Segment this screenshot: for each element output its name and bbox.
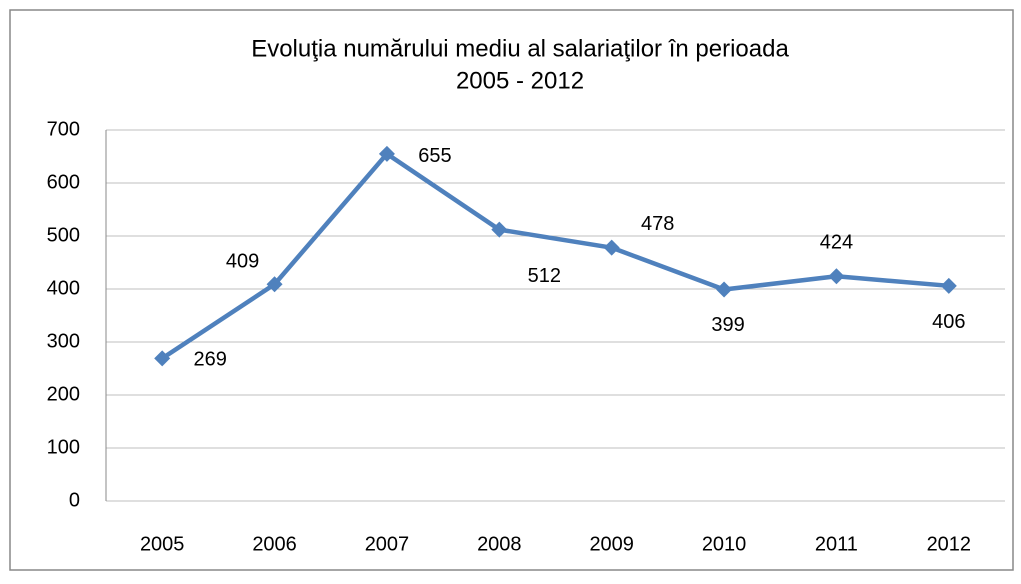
marker	[940, 277, 957, 294]
data-label: 409	[226, 251, 259, 273]
marker	[266, 276, 283, 293]
x-tick-label: 2010	[702, 533, 747, 555]
data-label: 424	[820, 232, 853, 254]
chart-border	[9, 9, 1014, 571]
data-label: 269	[194, 349, 227, 371]
line	[160, 151, 950, 361]
chart-title: 2005 - 2012	[456, 67, 584, 94]
y-tick-label: 200	[47, 383, 80, 405]
x-tick-label: 2011	[815, 533, 858, 555]
marker	[378, 145, 395, 162]
y-tick-label: 300	[47, 330, 80, 352]
data-label: 512	[528, 265, 561, 287]
y-tick-label: 100	[47, 436, 80, 458]
x-tick-label: 2012	[927, 533, 972, 555]
marker	[716, 281, 733, 298]
x-tick-label: 2007	[365, 533, 410, 555]
y-tick-label: 400	[47, 277, 80, 299]
x-tick-label: 2006	[252, 533, 297, 555]
marker	[603, 239, 620, 256]
y-tick-label: 700	[47, 118, 80, 140]
data-label: 399	[711, 314, 744, 336]
x-tick-label: 2008	[477, 533, 522, 555]
x-tick-label: 2009	[589, 533, 634, 555]
y-tick-label: 600	[47, 171, 80, 193]
chart-title: Evoluţia numărului mediu al salariaţilor…	[251, 35, 789, 62]
marker	[491, 221, 508, 238]
data-label: 478	[641, 213, 674, 235]
x-tick-label: 2005	[140, 533, 185, 555]
data-label: 406	[932, 311, 965, 333]
data-label: 655	[418, 145, 451, 167]
marker	[828, 268, 845, 285]
y-tick-label: 500	[47, 224, 80, 246]
marker	[154, 350, 171, 367]
y-tick-label: 0	[69, 489, 80, 511]
